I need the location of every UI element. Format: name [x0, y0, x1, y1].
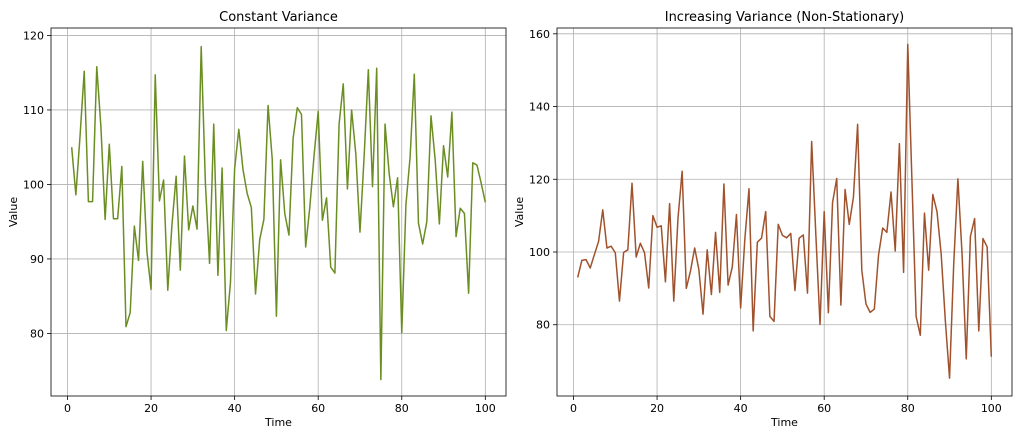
x-axis-label: Time [770, 416, 798, 429]
y-tick-label: 160 [529, 28, 550, 41]
y-axis-label: Value [513, 197, 526, 227]
x-tick-label: 0 [570, 402, 577, 415]
y-tick-label: 90 [30, 253, 44, 266]
x-tick-label: 100 [475, 402, 496, 415]
y-tick-label: 120 [529, 173, 550, 186]
x-tick-label: 0 [64, 402, 71, 415]
y-tick-label: 110 [23, 104, 44, 117]
x-tick-label: 80 [901, 402, 915, 415]
y-tick-label: 100 [529, 246, 550, 259]
series-line [576, 43, 993, 379]
x-tick-label: 40 [228, 402, 242, 415]
series-line [70, 45, 487, 381]
chart-panel-2: 0 20 40 60 80 100 80 100 120 140 160 Increasing Var… [513, 10, 1013, 429]
axes-frame [50, 27, 507, 397]
chart-title: Constant Variance [219, 10, 338, 25]
x-tick-label: 40 [734, 402, 748, 415]
x-tick-label: 20 [650, 402, 664, 415]
x-tick-label: 80 [395, 402, 409, 415]
chart-panel-1: 0 20 40 60 80 100 80 90 100 110 120 Constant Varian… [7, 10, 507, 429]
x-tick-label: 60 [311, 402, 325, 415]
axes-frame [556, 27, 1013, 397]
y-tick-label: 140 [529, 101, 550, 114]
x-tick-label: 60 [817, 402, 831, 415]
chart-title: Increasing Variance (Non-Stationary) [665, 10, 905, 25]
x-tick-label: 20 [144, 402, 158, 415]
y-tick-label: 120 [23, 29, 44, 42]
y-tick-label: 80 [536, 319, 550, 332]
y-axis-label: Value [7, 197, 20, 227]
y-tick-label: 100 [23, 178, 44, 191]
x-axis-label: Time [264, 416, 292, 429]
y-tick-label: 80 [30, 327, 44, 340]
x-tick-label: 100 [981, 402, 1002, 415]
